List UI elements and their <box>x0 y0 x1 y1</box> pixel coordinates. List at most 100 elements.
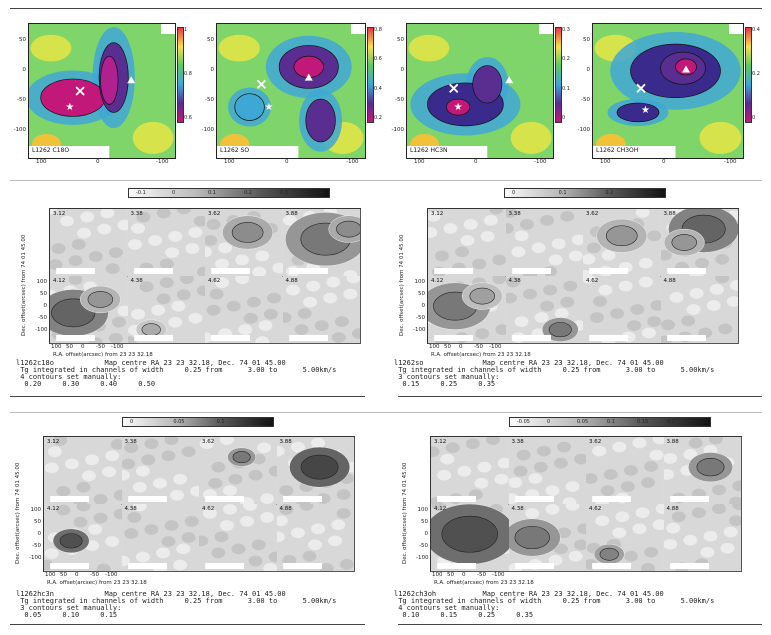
grid-x-tick: 100 <box>45 572 56 578</box>
channel-tile: 3.88 <box>282 209 361 277</box>
grid-x-label: R.A. offset(arcsec) from 23 23 32.18 <box>53 352 153 358</box>
map-y-tick: -50 <box>205 97 214 103</box>
colour-bar-tick: 0.6 <box>374 56 382 63</box>
grayscale-tick: 0.2 <box>244 190 252 196</box>
velocity-label: 3.38 <box>124 439 137 445</box>
grid-x-label: R.A. offset(arcsec) from 23 23 32.18 <box>431 352 531 358</box>
velocity-label: 4.12 <box>53 278 66 284</box>
channel-tile: 4.38 <box>121 504 200 572</box>
emission-blob <box>305 98 336 143</box>
channel-tile: 3.88 <box>660 209 739 277</box>
emission-contour <box>514 525 550 550</box>
colour-bar-tick: 0.3 <box>562 27 570 33</box>
colour-bar-tick: 0 <box>752 115 756 121</box>
colour-bar-tick: 0.8 <box>374 27 382 33</box>
velocity-label: 4.88 <box>279 506 292 512</box>
channel-map-image <box>50 276 128 343</box>
channel-map-image <box>44 504 122 571</box>
separator-rule-1 <box>10 180 762 181</box>
grid-x-tick: -100 <box>489 344 502 350</box>
grayscale-tick: 0.05 <box>577 419 589 425</box>
grid-x-tick: 100 <box>51 344 62 350</box>
velocity-label: 3.62 <box>589 439 602 445</box>
channel-tile: 4.88 <box>660 276 739 344</box>
channel-tile: 4.62 <box>205 276 284 344</box>
map-x-tick: 100 <box>414 159 425 165</box>
velocity-label: 4.62 <box>589 506 602 512</box>
grid-y-tick: 50 <box>418 291 425 297</box>
map-y-tick: 0 <box>210 67 215 73</box>
channel-tile: 3.62 <box>586 437 665 505</box>
channel-tile: 3.62 <box>205 209 284 277</box>
map-y-tick: -50 <box>581 97 590 103</box>
star-marker-icon: ★ <box>454 102 463 113</box>
velocity-label: 4.38 <box>508 278 521 284</box>
info-line: Tg integrated in channels of width 0.25 … <box>16 366 337 374</box>
grayscale-tick: 0.1 <box>558 190 567 196</box>
emission-contour <box>671 234 697 251</box>
channel-map-image <box>205 276 283 343</box>
colour-bar <box>745 27 752 123</box>
info-line: 0.20 0.30 0.40 0.50 <box>16 380 156 388</box>
emission-contour <box>87 291 114 308</box>
velocity-label: 3.62 <box>202 439 215 445</box>
triangle-marker-icon <box>127 76 136 84</box>
colour-bar-tick: 0.6 <box>184 115 192 121</box>
channel-tile: 4.12 <box>431 504 510 572</box>
channel-tile: 3.38 <box>121 437 200 505</box>
info-rule-1 <box>10 396 365 397</box>
grid-y-tick: 0 <box>421 303 426 309</box>
map-y-tick: -100 <box>13 127 26 133</box>
grid-x-tick: -100 <box>105 572 118 578</box>
channel-tile: 4.88 <box>282 276 361 344</box>
velocity-label: 4.88 <box>666 506 679 512</box>
grayscale-bar <box>122 417 274 427</box>
channel-tile: 4.12 <box>44 504 123 572</box>
velocity-label: 3.88 <box>285 211 298 217</box>
velocity-label: 3.12 <box>53 211 66 217</box>
velocity-label: 3.38 <box>508 211 521 217</box>
grayscale-tick: 0.1 <box>216 419 225 425</box>
velocity-label: 3.88 <box>279 439 292 445</box>
grid-x-tick: -50 <box>477 572 486 578</box>
grid-y-tick: -100 <box>35 327 48 333</box>
grid-x-tick: 50 <box>66 344 73 350</box>
channel-map-image <box>282 276 360 343</box>
channel-tile: 3.88 <box>276 437 355 505</box>
info-line: Tg integrated in channels of width 0.25 … <box>394 597 715 605</box>
info-line: l1262so Map centre RA 23 23 32.18, Dec. … <box>394 359 664 367</box>
grid-x-tick: -50 <box>90 572 99 578</box>
channel-tile: 4.12 <box>428 276 507 344</box>
grid-y-tick: 100 <box>30 507 42 513</box>
channel-map-image <box>660 209 738 276</box>
channel-map-image <box>121 437 199 504</box>
emission-blob <box>472 65 503 104</box>
grid-y-tick: 0 <box>43 303 48 309</box>
channel-map-image <box>586 437 664 504</box>
grayscale-tick: 0 <box>130 419 134 425</box>
star-marker-icon: ★ <box>264 102 273 113</box>
map-y-tick: -100 <box>201 127 214 133</box>
map-y-tick: 50 <box>19 37 26 43</box>
info-line: l1262c18o Map centre RA 23 23 32.18, Dec… <box>16 359 286 367</box>
emission-contour <box>231 222 264 243</box>
grayscale-bar <box>128 188 330 198</box>
bottom-rule-left <box>10 624 365 625</box>
velocity-label: 4.38 <box>124 506 137 512</box>
grid-x-tick: 100 <box>429 344 440 350</box>
grayscale-tick: 0.15 <box>637 419 649 425</box>
channel-tile: 4.88 <box>276 504 355 572</box>
channel-map-image <box>660 276 738 343</box>
emission-blob <box>100 55 119 105</box>
map-y-tick: -100 <box>577 127 590 133</box>
emission-contour <box>232 451 251 464</box>
grayscale-tick: 0.2 <box>605 190 614 196</box>
emission-blob <box>616 102 660 123</box>
grayscale-bar <box>504 188 666 198</box>
grid-y-tick: 100 <box>36 279 48 285</box>
channel-grid-2: 3.12 3.38 3.62 3.88 4.12 4.38 4.62 4.88 <box>427 208 739 344</box>
channel-map-image <box>583 276 661 343</box>
info-line: 4 contours set manually: <box>394 604 500 612</box>
channel-map-image <box>508 504 586 571</box>
channel-tile: 4.38 <box>127 276 206 344</box>
